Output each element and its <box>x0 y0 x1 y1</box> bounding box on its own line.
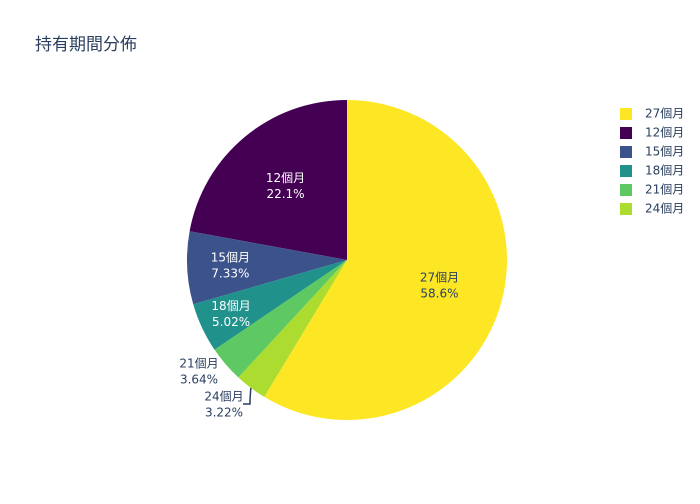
legend-swatch <box>620 184 632 196</box>
slice-label: 12個月 <box>266 171 305 185</box>
slice-value-label: 7.33% <box>211 266 249 280</box>
pie-slice <box>189 100 347 260</box>
slice-label: 21個月 <box>179 357 218 371</box>
pie-slice <box>214 260 347 378</box>
legend-swatch <box>620 127 632 139</box>
legend-label: 27個月 <box>645 107 684 121</box>
legend-label: 24個月 <box>645 202 684 216</box>
legend-swatch <box>620 203 632 215</box>
leader-line <box>243 387 252 405</box>
slice-label: 24個月 <box>204 390 243 404</box>
slice-label: 15個月 <box>211 250 250 264</box>
legend-label: 12個月 <box>645 126 684 140</box>
legend-label: 18個月 <box>645 164 684 178</box>
slice-value-label: 22.1% <box>266 187 304 201</box>
pie-slice <box>193 260 347 350</box>
slice-label: 18個月 <box>211 299 250 313</box>
slice-label: 27個月 <box>420 270 459 284</box>
pie-slice <box>264 100 508 420</box>
legend-label: 21個月 <box>645 183 684 197</box>
legend-swatch <box>620 165 632 177</box>
legend-swatch <box>620 108 632 120</box>
legend-swatch <box>620 146 632 158</box>
pie-slice <box>238 260 347 397</box>
legend-label: 15個月 <box>645 145 684 159</box>
slice-value-label: 58.6% <box>420 286 458 300</box>
slice-value-label: 3.64% <box>180 373 218 387</box>
slice-value-label: 3.22% <box>205 406 243 420</box>
pie-slice <box>187 231 347 305</box>
chart-title: 持有期間分佈 <box>35 35 137 55</box>
slice-value-label: 5.02% <box>212 315 250 329</box>
